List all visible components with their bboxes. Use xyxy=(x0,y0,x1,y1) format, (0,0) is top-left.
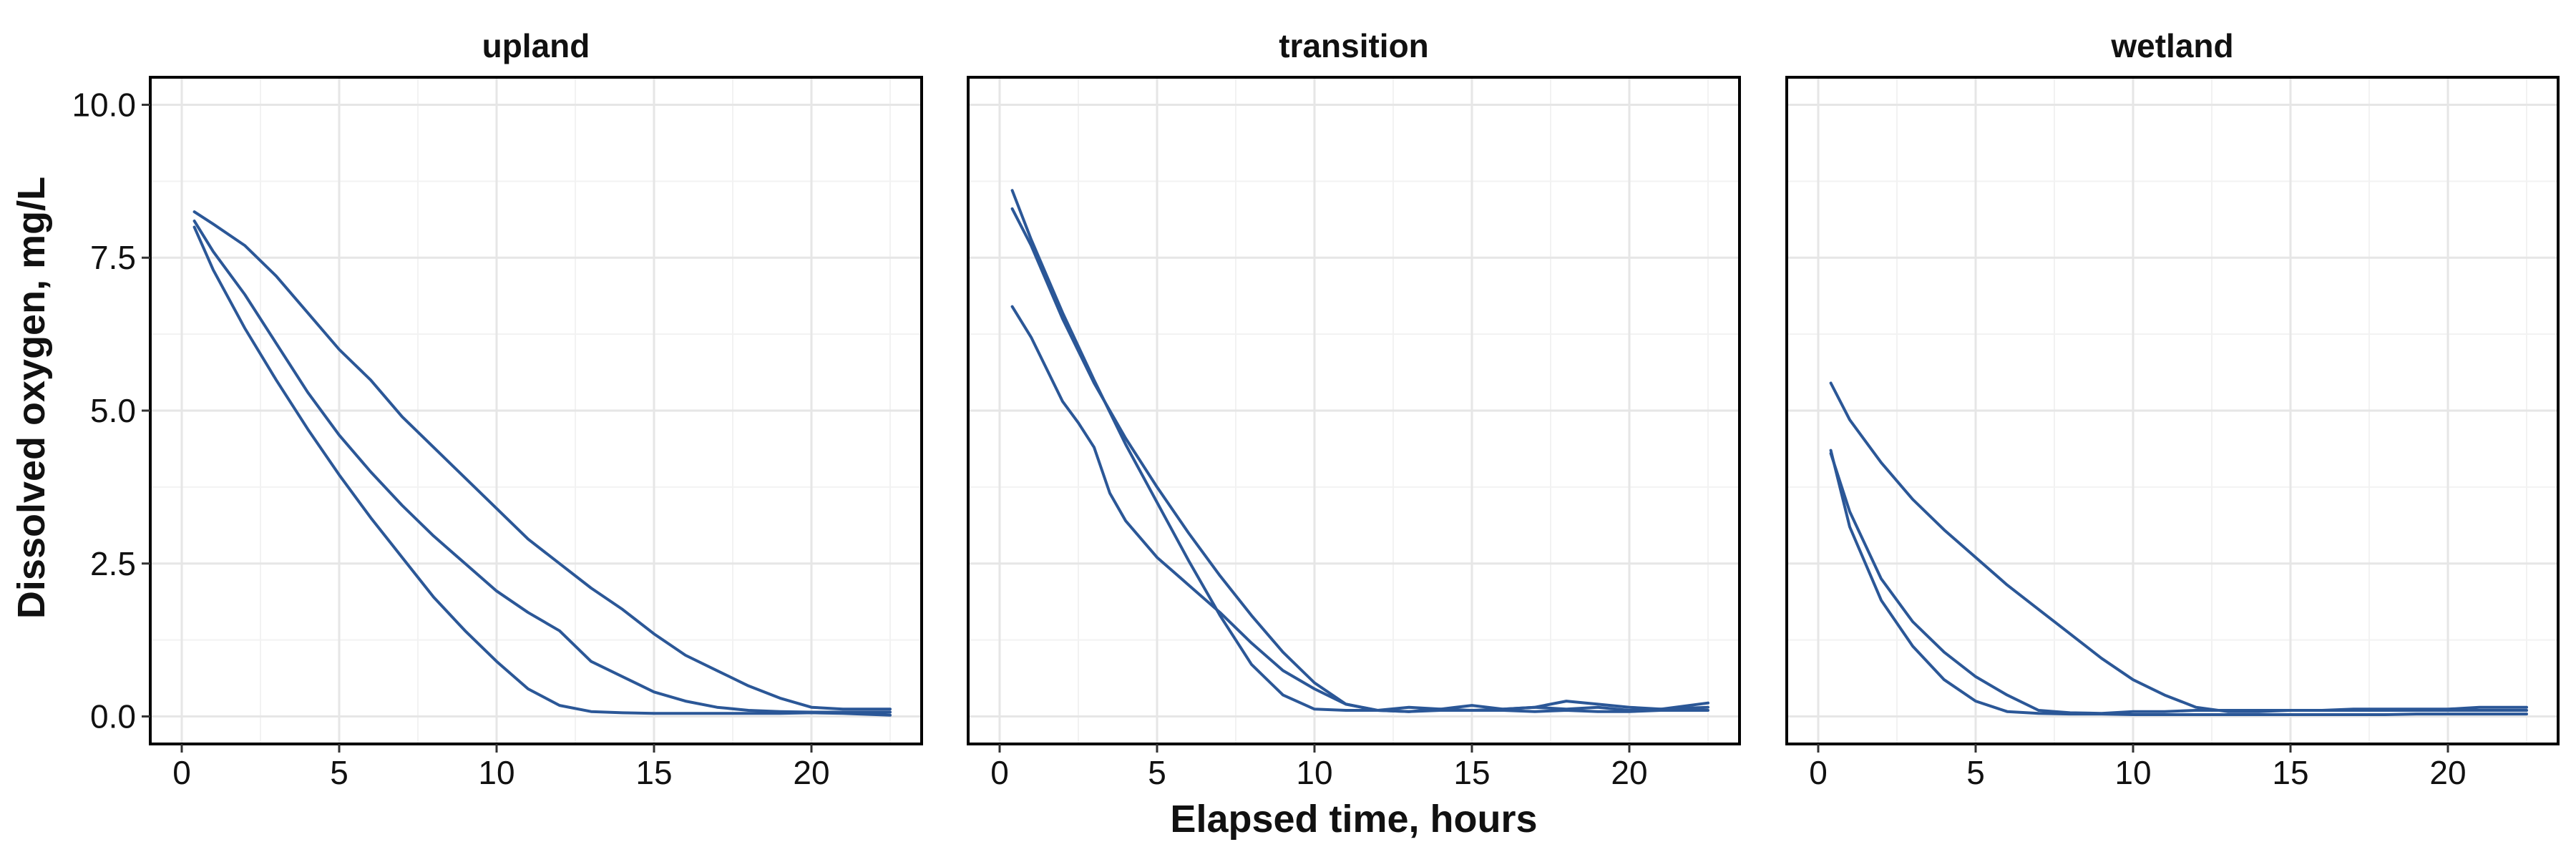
y-tick-label: 2.5 xyxy=(90,545,136,582)
panel-1-series-line-0 xyxy=(1010,189,1709,712)
panel-2-title: wetland xyxy=(2110,27,2233,64)
panel-1-x-tick-label: 0 xyxy=(990,754,1009,791)
y-tick-label: 7.5 xyxy=(90,239,136,276)
y-tick-label: 10.0 xyxy=(72,86,136,123)
y-axis-title: Dissolved oxygen, mg/L xyxy=(10,177,53,619)
y-tick-label: 5.0 xyxy=(90,392,136,429)
panel-2-series-line-2 xyxy=(1829,449,2528,716)
y-tick-label: 0.0 xyxy=(90,698,136,735)
x-axis-title: Elapsed time, hours xyxy=(1170,798,1537,841)
panel-1-series-line-1 xyxy=(1010,207,1709,713)
panel-2-series-line-0 xyxy=(1829,381,2528,713)
panel-1-x-tick-label: 15 xyxy=(1453,754,1490,791)
panel-0-x-tick-label: 15 xyxy=(635,754,672,791)
panel-0-x-tick-label: 20 xyxy=(793,754,829,791)
panel-0-series-line-2 xyxy=(192,225,892,717)
panel-1-x-tick-label: 10 xyxy=(1296,754,1332,791)
panel-1-series-line-2 xyxy=(1010,305,1709,713)
panel-0-x-tick-label: 5 xyxy=(330,754,348,791)
panel-2-series-line-1 xyxy=(1829,451,2528,715)
panel-0-x-tick-label: 10 xyxy=(478,754,514,791)
panel-1-title: transition xyxy=(1279,27,1429,64)
panel-0-title: upland xyxy=(482,27,590,64)
panel-2-x-tick-label: 0 xyxy=(1809,754,1828,791)
panel-1-x-tick-label: 20 xyxy=(1611,754,1647,791)
panel-2-x-tick-label: 15 xyxy=(2272,754,2308,791)
panel-1-x-tick-label: 5 xyxy=(1148,754,1166,791)
panel-0-x-tick-label: 0 xyxy=(172,754,191,791)
panel-2-x-tick-label: 10 xyxy=(2114,754,2151,791)
panel-2-x-tick-label: 5 xyxy=(1966,754,1985,791)
panel-1-border xyxy=(967,76,1741,745)
panel-2-border xyxy=(1785,76,2560,745)
panel-0-series-line-1 xyxy=(192,219,892,714)
panel-2-x-tick-label: 20 xyxy=(2429,754,2466,791)
panel-0-series-line-0 xyxy=(192,210,892,711)
